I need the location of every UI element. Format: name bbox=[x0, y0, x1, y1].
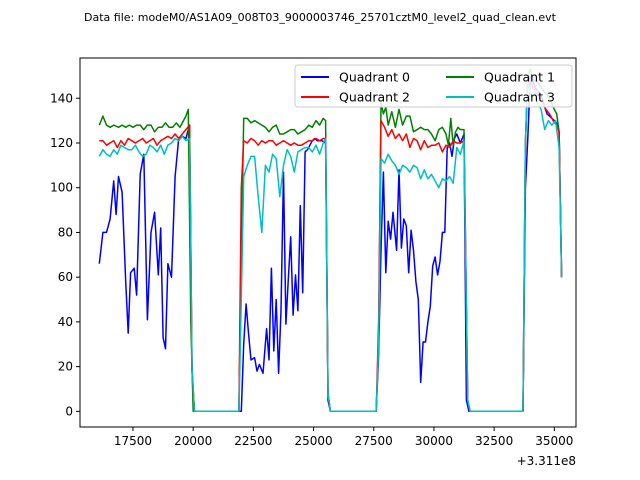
legend-label: Quadrant 1 bbox=[484, 70, 555, 85]
y-tick-label: 100 bbox=[50, 181, 73, 195]
y-tick-label: 20 bbox=[58, 360, 73, 374]
chart-title: Data file: modeM0/AS1A09_008T03_90000037… bbox=[84, 11, 557, 24]
y-tick-label: 120 bbox=[50, 136, 73, 150]
legend-label: Quadrant 2 bbox=[339, 90, 410, 105]
x-tick-label: 17500 bbox=[114, 434, 152, 448]
y-tick-label: 140 bbox=[50, 91, 73, 105]
y-axis: 0 20 40 60 80 100 120 140 bbox=[50, 91, 80, 418]
y-tick-label: 80 bbox=[58, 225, 73, 239]
y-tick-label: 0 bbox=[65, 404, 73, 418]
series-line-quadrant-0 bbox=[98, 75, 563, 413]
plot-frame bbox=[79, 57, 577, 428]
series-layer bbox=[98, 68, 563, 413]
x-tick-label: 22500 bbox=[234, 434, 272, 448]
legend-label: Quadrant 3 bbox=[484, 90, 555, 105]
x-tick-label: 35000 bbox=[535, 434, 573, 448]
series-line-quadrant-3 bbox=[98, 79, 563, 413]
x-axis: 17500 20000 22500 25000 27500 30000 32500 35000 bbox=[114, 427, 573, 448]
legend-label: Quadrant 0 bbox=[339, 70, 410, 85]
x-tick-label: 27500 bbox=[355, 434, 393, 448]
x-axis-offset-label: +3.311e8 bbox=[517, 454, 576, 468]
x-tick-label: 30000 bbox=[415, 434, 453, 448]
legend: Quadrant 0 Quadrant 1 Quadrant 2 Quadrant 3 bbox=[294, 64, 573, 108]
y-tick-label: 60 bbox=[58, 270, 73, 284]
legend-box bbox=[294, 64, 573, 108]
x-tick-label: 32500 bbox=[475, 434, 513, 448]
x-tick-label: 25000 bbox=[294, 434, 332, 448]
x-tick-label: 20000 bbox=[174, 434, 212, 448]
y-tick-label: 40 bbox=[58, 315, 73, 329]
